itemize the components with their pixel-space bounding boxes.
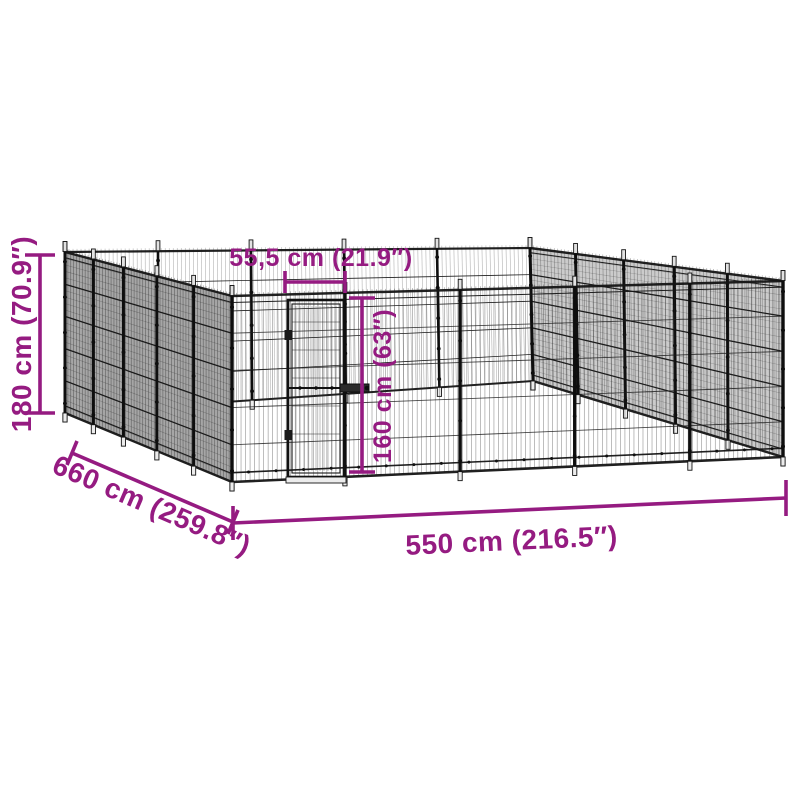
kennel-left-wall [62, 241, 235, 492]
kennel-door [284, 298, 370, 484]
height-label: 180 cm (70.9″) [6, 236, 37, 432]
door-height-label: 160 cm (63″) [369, 309, 397, 463]
width-label: 550 cm (216.5″) [405, 520, 619, 561]
dimension-height: 180 cm (70.9″) [6, 236, 55, 432]
dimension-door-height: 160 cm (63″) [349, 296, 397, 474]
door-width-label: 55,5 cm (21.9″) [229, 244, 412, 272]
dimension-width: 550 cm (216.5″) [231, 480, 788, 561]
dimension-door-width: 55,5 cm (21.9″) [229, 244, 412, 293]
